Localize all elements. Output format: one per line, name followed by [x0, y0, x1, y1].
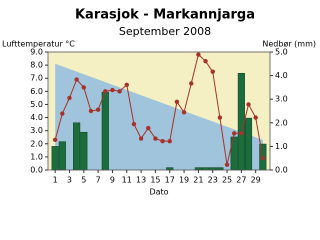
x-axis-label: Dato	[149, 188, 168, 197]
point	[246, 102, 251, 107]
y-tick-label: 4.0	[30, 113, 43, 122]
x-tick-label: 17	[165, 176, 175, 185]
point	[88, 108, 94, 114]
point	[81, 85, 87, 90]
y2-tick-label: 4.0	[275, 71, 288, 80]
point	[52, 137, 58, 143]
point	[160, 138, 165, 144]
x-tick-label: 23	[208, 176, 218, 185]
point	[181, 110, 187, 115]
bar	[80, 131, 88, 171]
bar	[237, 72, 245, 171]
x-tick-label: 25	[222, 176, 232, 185]
y-tick-label: 9.0	[30, 48, 43, 57]
x-tick-label: 15	[150, 176, 160, 185]
x-tick-label: 27	[236, 176, 246, 185]
point	[146, 125, 151, 131]
point	[67, 95, 72, 101]
point	[110, 87, 115, 93]
y2-tick-label: 1.0	[275, 142, 288, 151]
point	[231, 131, 237, 136]
y-axis-label: Lufttemperatur °C	[2, 40, 75, 49]
bar	[58, 141, 66, 171]
point	[103, 89, 108, 94]
point	[224, 162, 230, 167]
point	[260, 156, 266, 161]
y-tick-label: 0.0	[30, 166, 43, 175]
y-tick-label: 5.0	[30, 100, 43, 109]
x-tick-label: 29	[251, 176, 261, 185]
page: Karasjok - Markannjarga September 2008 L…	[2, 7, 316, 197]
x-tick-label: 11	[122, 176, 132, 185]
point	[60, 111, 65, 116]
point	[253, 115, 258, 120]
y2-tick-label: 0.0	[275, 166, 288, 175]
y2-tick-label: 5.0	[275, 48, 288, 57]
y-tick-label: 3.0	[30, 126, 43, 135]
line	[54, 53, 264, 165]
chart-subtitle: September 2008	[119, 25, 211, 38]
x-tick-label: 5	[81, 176, 86, 185]
y-tick-label: 8.0	[30, 61, 43, 70]
x-tick-label: 1	[53, 176, 58, 185]
x-tick-label: 13	[136, 176, 146, 185]
chart: Karasjok - Markannjarga September 2008 L…	[2, 8, 316, 197]
point	[167, 138, 172, 144]
y2-axis-label: Nedbør (mm)	[262, 40, 316, 49]
bar	[73, 122, 81, 171]
point	[74, 77, 79, 82]
point	[217, 115, 223, 120]
bar	[244, 117, 253, 171]
y2-tick-label: 3.0	[275, 95, 288, 104]
point	[124, 82, 129, 87]
point	[131, 121, 137, 127]
x-tick-label: 3	[67, 176, 72, 185]
bar	[101, 91, 109, 171]
point	[189, 81, 194, 86]
x-tick-label: 9	[110, 176, 115, 185]
chart-title: Karasjok - Markannjarga	[75, 8, 255, 23]
point	[153, 136, 158, 141]
y2-tick-label: 2.0	[275, 118, 288, 127]
point	[196, 52, 201, 57]
point	[203, 58, 208, 64]
x-tick-label: 21	[193, 176, 203, 185]
point	[239, 131, 244, 136]
point	[210, 69, 215, 74]
x-tick-label: 19	[179, 176, 189, 185]
bar	[51, 146, 59, 171]
point	[117, 89, 122, 94]
x-tick-label: 7	[96, 176, 101, 185]
y-tick-label: 2.0	[30, 139, 43, 148]
point	[95, 107, 101, 112]
y-tick-label: 7.0	[30, 74, 43, 83]
point	[138, 136, 144, 141]
y-tick-label: 1.0	[30, 152, 43, 161]
point	[174, 99, 180, 105]
y-tick-label: 6.0	[30, 87, 43, 96]
plot-border	[47, 51, 271, 171]
